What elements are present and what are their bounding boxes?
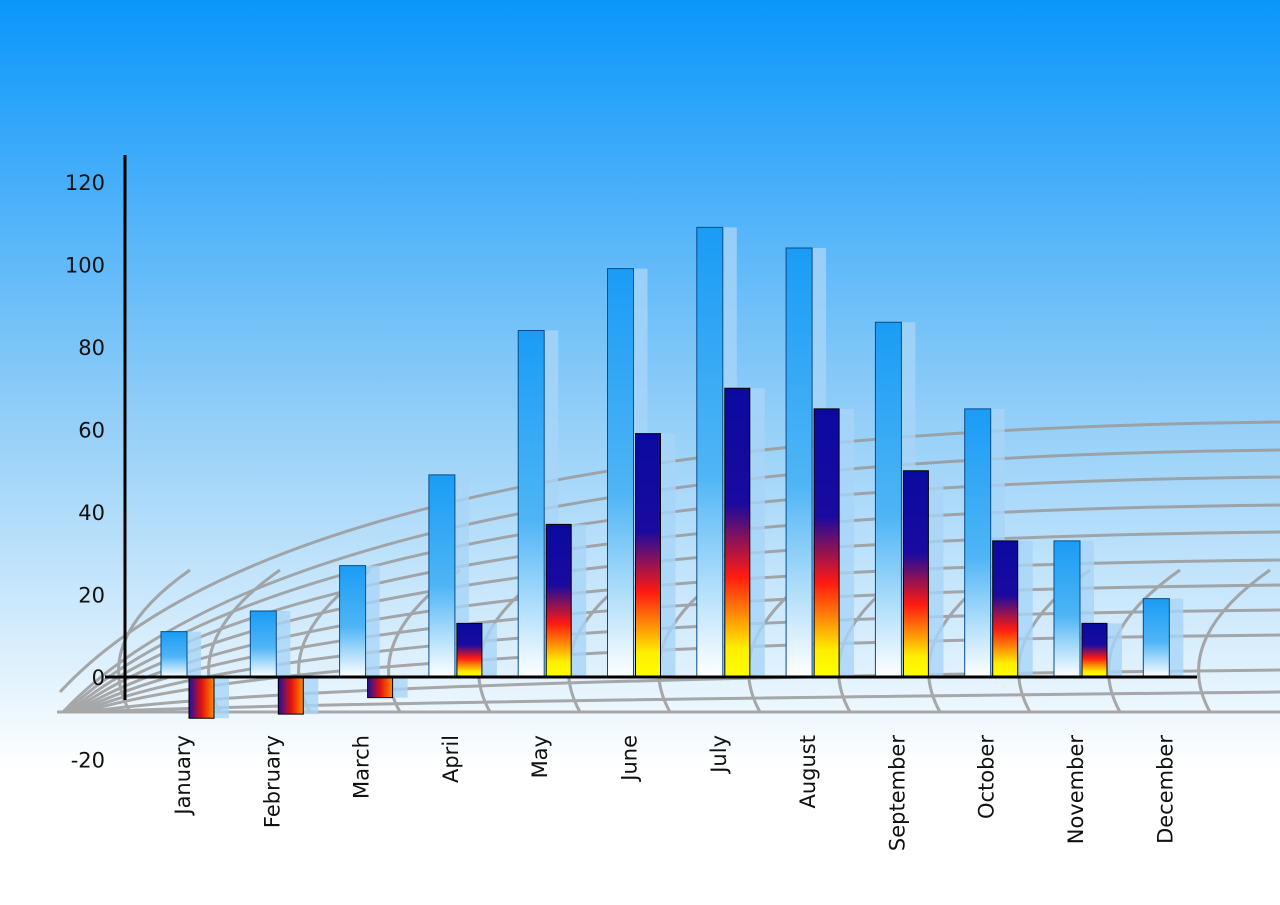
bar-series-2 (188, 676, 215, 719)
x-category-label: September (885, 735, 909, 851)
bar-series-2 (902, 470, 929, 678)
x-category-label: June (618, 735, 642, 783)
grid-line (71, 530, 1280, 714)
x-category-label: July (707, 735, 731, 775)
x-category-label: March (350, 735, 374, 799)
bar-series-1 (696, 226, 724, 678)
bar-series-2 (277, 676, 304, 715)
y-tick-label: 0 (92, 666, 105, 690)
bar-series-2 (456, 622, 483, 678)
bar-series-1 (249, 610, 277, 678)
bar-series-1 (1142, 598, 1170, 678)
bar-series-1 (428, 474, 456, 678)
x-category-label: October (975, 735, 999, 819)
bar-series-2 (1081, 622, 1108, 678)
bar-series-2 (635, 433, 661, 678)
x-category-label: May (528, 735, 552, 778)
x-category-label: April (439, 735, 463, 783)
bar-series-1 (339, 565, 367, 678)
y-tick-label: -20 (71, 749, 105, 773)
bar-series-1 (874, 321, 902, 678)
grid-line (64, 475, 1280, 714)
x-category-label: February (260, 735, 284, 828)
bar-series-1 (1053, 540, 1081, 678)
x-category-label: August (796, 735, 820, 809)
bar-series-2 (724, 387, 751, 678)
y-tick-label: 80 (78, 336, 105, 360)
grid-line (61, 448, 1280, 714)
x-category-label: December (1153, 735, 1177, 844)
y-tick-label: 20 (78, 584, 105, 608)
bar-series-1 (160, 631, 188, 678)
bar-series-2 (545, 523, 572, 678)
y-tick-label: 60 (78, 419, 105, 443)
x-category-label: November (1064, 735, 1088, 845)
bar-series-1 (964, 408, 992, 678)
bar-series-2 (367, 676, 394, 699)
bar-series-2 (992, 540, 1019, 678)
grid-line (1197, 568, 1271, 713)
y-tick-label: 100 (65, 254, 105, 278)
bar-series-1 (517, 330, 545, 678)
bar-series-2 (813, 408, 840, 678)
bar-series-1 (607, 268, 634, 678)
grid-line (89, 690, 1280, 714)
grid-line (58, 420, 1280, 694)
x-category-label: January (171, 735, 195, 817)
bar-series-1 (785, 247, 813, 678)
y-tick-label: 40 (78, 501, 105, 525)
y-tick-label: 120 (65, 171, 105, 195)
grid-line (68, 503, 1280, 714)
